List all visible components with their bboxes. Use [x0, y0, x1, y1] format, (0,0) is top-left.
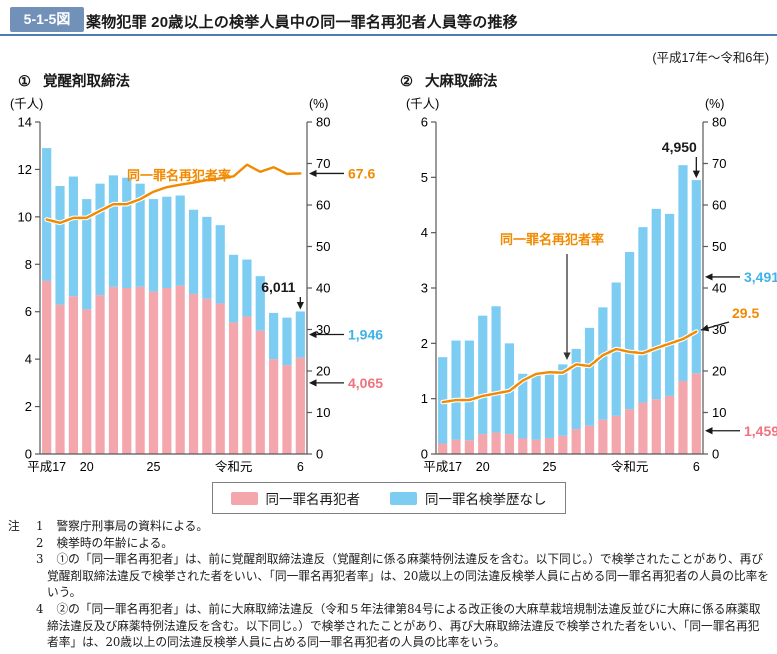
svg-text:同一罪名再犯者率: 同一罪名再犯者率 — [127, 168, 231, 183]
svg-text:4: 4 — [421, 225, 428, 240]
svg-text:6,011: 6,011 — [261, 279, 295, 295]
svg-text:67.6: 67.6 — [348, 165, 375, 181]
note-text: ①の「同一罪名再犯者」は、前に覚醒剤取締法違反（覚醒剤に係る麻薬特例法違反を含む… — [47, 552, 769, 600]
svg-text:(千人): (千人) — [406, 97, 439, 111]
panel-number: ② — [400, 74, 413, 90]
svg-text:20: 20 — [316, 364, 330, 379]
svg-text:3,491: 3,491 — [744, 269, 777, 285]
svg-text:6: 6 — [25, 304, 32, 319]
panel-number: ① — [18, 74, 31, 90]
svg-text:平成17: 平成17 — [27, 460, 66, 472]
svg-text:25: 25 — [147, 460, 161, 472]
svg-text:25: 25 — [543, 460, 557, 472]
note-number: 1 — [36, 519, 44, 533]
svg-text:40: 40 — [316, 281, 330, 296]
stimulants-stacked-bar-chart: 0 2 4 6 8 10 12 14 0 10 20 30 40 50 60 70 80 (千人) (%) 平成17 2… — [10, 97, 383, 472]
svg-text:29.5: 29.5 — [732, 305, 759, 321]
note-number: 4 — [36, 601, 44, 616]
svg-text:0: 0 — [25, 447, 32, 462]
header-rule — [0, 34, 777, 36]
note-number: 2 — [36, 535, 44, 550]
legend-item-no-record: 同一罪名検挙歴なし — [390, 488, 547, 508]
svg-text:10: 10 — [316, 405, 330, 420]
svg-text:5: 5 — [421, 170, 428, 185]
svg-text:0: 0 — [316, 447, 323, 462]
recidivist-label: 同一罪名再犯者 — [265, 492, 361, 507]
svg-text:(千人): (千人) — [10, 97, 43, 111]
note-item: 4 ②の「同一罪名再犯者」は、前に大麻取締法違反（令和５年法律第84号による改正後… — [3, 601, 771, 651]
notes: 注 1 警察庁刑事局の資料による。 2 検挙時の年齢による。 3 ①の「同一罪名再犯者… — [3, 518, 771, 651]
svg-text:1,459: 1,459 — [744, 423, 777, 439]
svg-text:2: 2 — [421, 336, 428, 351]
svg-text:20: 20 — [712, 364, 726, 379]
svg-text:4,950: 4,950 — [662, 139, 697, 155]
svg-text:40: 40 — [712, 281, 726, 296]
svg-text:0: 0 — [712, 447, 719, 462]
svg-text:14: 14 — [18, 115, 32, 130]
svg-text:60: 60 — [316, 198, 330, 213]
figure-number-badge: 5-1-5図 — [10, 7, 84, 32]
svg-text:60: 60 — [712, 198, 726, 213]
svg-text:同一罪名再犯者率: 同一罪名再犯者率 — [500, 232, 604, 247]
panel-name: 覚醒剤取締法 — [43, 74, 130, 90]
svg-text:0: 0 — [421, 447, 428, 462]
svg-text:1,946: 1,946 — [348, 326, 383, 342]
recidivist-swatch — [230, 491, 258, 505]
note-item: 1 警察庁刑事局の資料による。 — [3, 518, 771, 535]
note-number: 3 — [36, 552, 44, 567]
svg-text:50: 50 — [316, 239, 330, 254]
svg-text:10: 10 — [712, 405, 726, 420]
no-record-swatch — [390, 491, 417, 505]
note-text: ②の「同一罪名再犯者」は、前に大麻取締法違反（令和５年法律第84号による改正後の… — [47, 601, 761, 650]
svg-text:8: 8 — [25, 257, 32, 272]
svg-text:70: 70 — [316, 156, 330, 171]
svg-text:令和元: 令和元 — [215, 459, 253, 472]
no-record-label: 同一罪名検挙歴なし — [425, 492, 547, 507]
svg-text:4: 4 — [25, 352, 32, 367]
panel-name: 大麻取締法 — [425, 74, 498, 90]
cannabis-chart-title: ② 大麻取締法 — [400, 70, 498, 91]
svg-text:50: 50 — [712, 239, 726, 254]
note-text: 警察庁刑事局の資料による。 — [56, 519, 209, 533]
stimulants-chart-title: ① 覚醒剤取締法 — [18, 70, 130, 91]
svg-text:12: 12 — [18, 162, 32, 177]
svg-text:平成17: 平成17 — [423, 460, 462, 472]
svg-text:6: 6 — [421, 115, 428, 130]
svg-text:80: 80 — [712, 115, 726, 130]
svg-text:10: 10 — [18, 209, 32, 224]
svg-text:3: 3 — [421, 281, 428, 296]
legend-item-recidivist: 同一罪名再犯者 — [230, 488, 361, 508]
svg-text:6: 6 — [693, 460, 700, 472]
svg-text:4,065: 4,065 — [348, 375, 383, 391]
note-text: 検挙時の年齢による。 — [56, 535, 173, 550]
svg-text:30: 30 — [316, 322, 330, 337]
legend-box: 同一罪名再犯者 同一罪名検挙歴なし — [211, 482, 566, 514]
svg-text:20: 20 — [476, 460, 490, 472]
svg-text:20: 20 — [80, 460, 94, 472]
svg-text:1: 1 — [421, 391, 428, 406]
note-item: 2 検挙時の年齢による。 — [3, 535, 771, 552]
svg-text:2: 2 — [25, 399, 32, 414]
note-item: 3 ①の「同一罪名再犯者」は、前に覚醒剤取締法違反（覚醒剤に係る麻薬特例法違反を含… — [3, 551, 771, 601]
period-label: (平成17年～令和6年) — [652, 51, 769, 65]
svg-text:70: 70 — [712, 156, 726, 171]
svg-text:6: 6 — [297, 460, 304, 472]
svg-text:(%): (%) — [309, 97, 328, 111]
legend: 同一罪名再犯者 同一罪名検挙歴なし — [0, 482, 777, 514]
svg-text:(%): (%) — [705, 97, 724, 111]
figure-title: 薬物犯罪 20歳以上の検挙人員中の同一罪名再犯者人員等の推移 — [86, 14, 518, 31]
notes-prefix: 注 — [8, 519, 20, 533]
svg-text:令和元: 令和元 — [611, 459, 649, 472]
svg-text:80: 80 — [316, 115, 330, 130]
